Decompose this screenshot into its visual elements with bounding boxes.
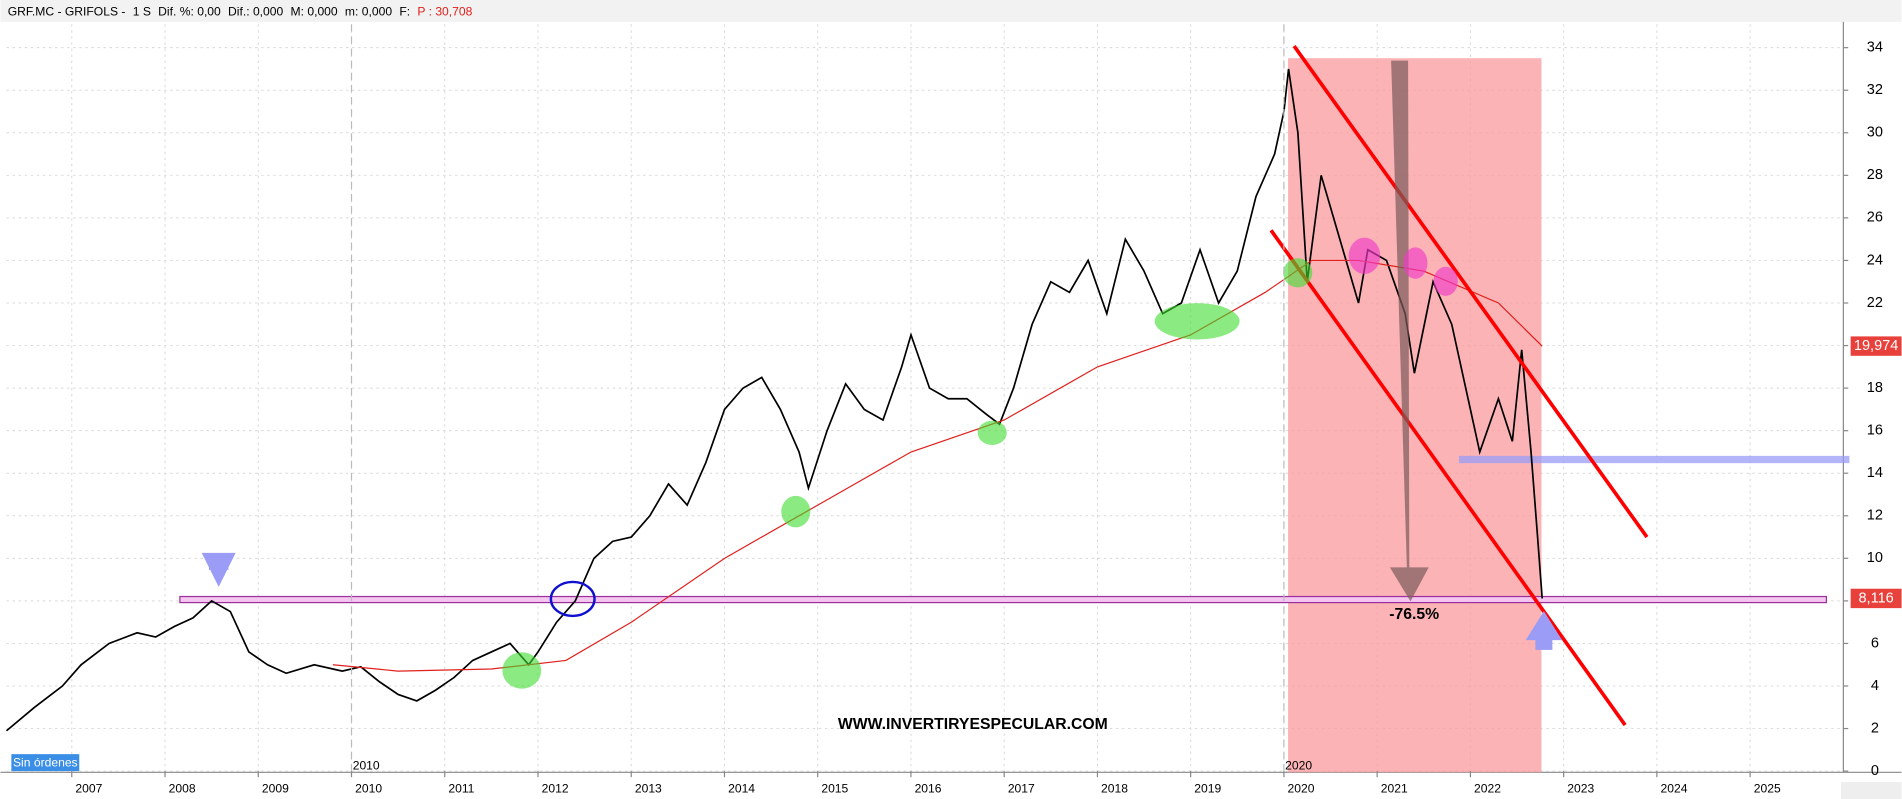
x-tick-label: 2022 [1474,782,1501,796]
y-tick-label: 12 [1867,508,1883,524]
period-label: 2020 [1285,758,1312,772]
y-tick-label: 6 [1871,635,1879,651]
x-tick-label: 2025 [1754,782,1781,796]
channel-top [1292,45,1649,539]
x-tick-label: 2014 [728,782,755,796]
x-tick-label: 2011 [448,782,474,796]
y-tick-label: 32 [1867,82,1883,98]
y-tick-label: 16 [1867,423,1883,439]
x-tick-label: 2016 [915,782,942,796]
y-tick-label: 22 [1867,295,1883,311]
decline-arrow [1389,60,1429,602]
touch-marker [977,420,1007,445]
x-tick-label: 2012 [542,782,569,796]
y-tick-label: 34 [1867,39,1883,55]
decline-zone [1288,58,1542,773]
touch-marker [502,652,542,689]
touch-marker [1283,258,1313,288]
header-item: m: 0,000 [345,4,392,18]
decline-annotation: -76.5% [1389,606,1439,623]
top-arrow [201,552,236,587]
y-tick-label: 4 [1871,678,1879,694]
x-tick-label: 2024 [1661,782,1688,796]
x-tick-label: 2018 [1101,782,1128,796]
x-tick-label: 2019 [1194,782,1221,796]
last-value-label: 8,116 [1858,590,1893,606]
x-tick-label: 2010 [355,782,382,796]
header-item: M: 0,000 [291,4,338,18]
header-item: P : 30,708 [417,4,472,18]
period-label: 2010 [353,758,380,772]
header-item: 1 S [133,4,151,18]
header-item: Dif.: 0,000 [228,4,283,18]
reject-marker [1433,266,1458,296]
orders-badge: Sin órdenes [13,755,78,769]
x-tick-label: 2009 [262,782,289,796]
x-tick-label: 2015 [821,782,848,796]
y-tick-label: 10 [1867,550,1883,566]
toolbar[interactable] [1840,782,1902,799]
series-line [332,259,1543,672]
y-tick-label: 14 [1867,465,1883,481]
reject-marker [1348,237,1381,275]
y-tick-label: 24 [1867,252,1883,268]
y-tick-label: 0 [1871,763,1879,779]
y-tick-label: 26 [1867,210,1883,226]
y-tick-label: 30 [1867,125,1883,141]
header-item: Dif. %: 0,00 [158,4,221,18]
header-item: GRF.MC - GRIFOLS - [8,4,126,18]
x-tick-label: 2021 [1381,782,1408,796]
y-tick-label: 28 [1867,167,1883,183]
last-value-box [1850,336,1902,356]
y-tick-label: 2 [1871,720,1879,736]
x-tick-label: 2023 [1567,782,1594,796]
support-line [179,595,1827,604]
watermark: WWW.INVERTIRYESPECULAR.COM [838,716,1108,733]
header: GRF.MC - GRIFOLS - 1 S Dif. %: 0,00 Dif.: 0… [8,4,473,18]
touch-marker [781,495,811,528]
last-value-label: 19,974 [1854,338,1898,354]
reject-marker [1403,247,1428,279]
orders-badge-bg [11,754,80,772]
x-tick-label: 2017 [1008,782,1035,796]
header-item: F: [399,4,410,18]
x-tick-label: 2007 [75,782,102,796]
breakout-circle [549,580,596,618]
x-tick-label: 2013 [635,782,662,796]
last-value-box [1850,588,1902,609]
x-tick-label: 2008 [169,782,196,796]
bottom-arrow [1525,611,1563,650]
x-tick-label: 2020 [1288,782,1315,796]
y-tick-label: 18 [1867,380,1883,396]
resistance-line [1459,455,1850,464]
channel-bottom [1269,229,1627,727]
touch-marker [1154,303,1240,340]
header-bar [0,0,1902,22]
